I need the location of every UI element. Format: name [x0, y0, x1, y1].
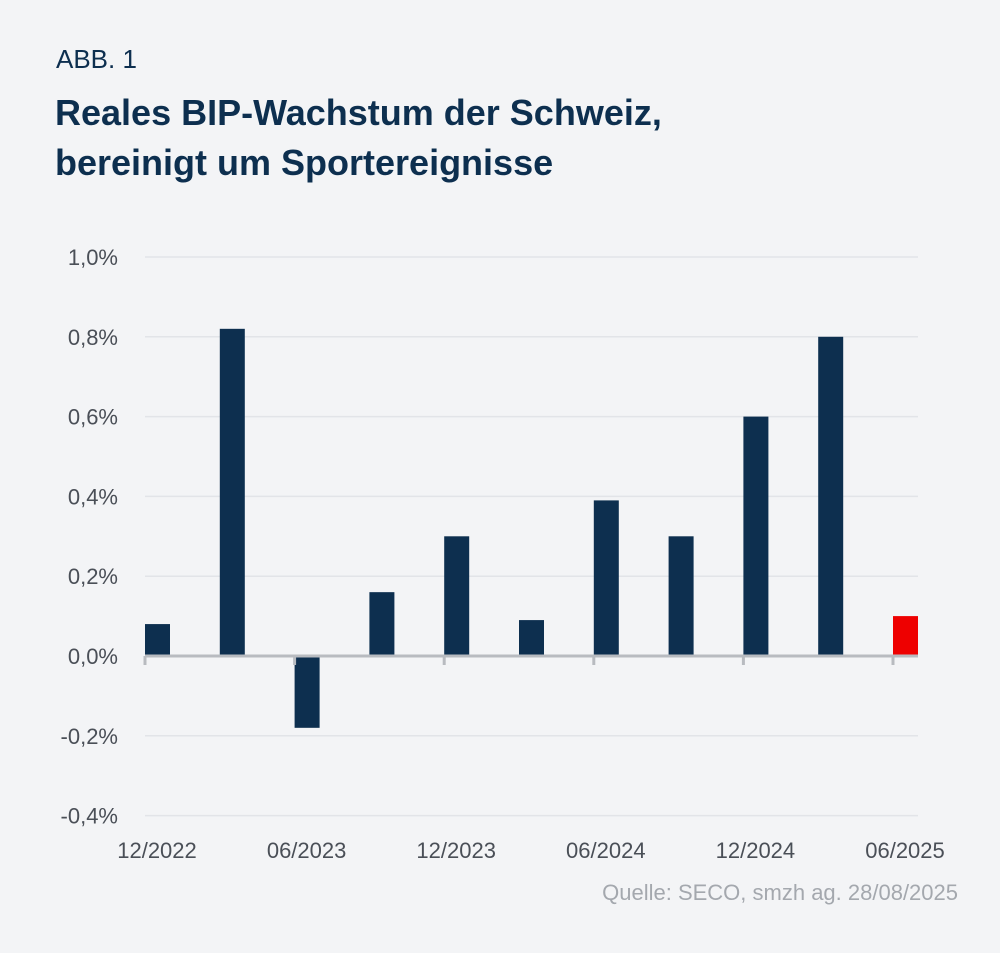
x-tick-label: 06/2023	[267, 838, 347, 863]
bar-09/2023	[369, 592, 395, 656]
bar-09/2024	[668, 536, 694, 656]
bar-12/2022	[145, 624, 170, 656]
y-tick-label: -0,2%	[61, 724, 118, 749]
y-tick-label: -0,4%	[61, 804, 118, 829]
bar-06/2024	[593, 500, 619, 656]
y-tick-label: 1,0%	[68, 245, 118, 270]
bar-03/2025	[818, 336, 844, 656]
bar-12/2024	[743, 416, 769, 656]
title-line-1: Reales BIP-Wachstum der Schweiz,	[55, 92, 662, 133]
bar-06/2025	[893, 616, 918, 656]
chart-title: Reales BIP-Wachstum der Schweiz, bereini…	[55, 88, 955, 188]
y-tick-label: 0,0%	[68, 644, 118, 669]
source-note: Quelle: SECO, smzh ag. 28/08/2025	[602, 880, 958, 905]
bar-06/2023	[294, 656, 320, 728]
figure-label: ABB. 1	[56, 44, 137, 74]
x-tick-label: 12/2022	[117, 838, 197, 863]
x-tick-label: 12/2023	[416, 838, 496, 863]
bar-12/2023	[444, 536, 470, 656]
y-tick-label: 0,2%	[68, 564, 118, 589]
bar-03/2023	[219, 328, 245, 656]
bar-03/2024	[519, 620, 544, 656]
x-tick-label: 12/2024	[716, 838, 796, 863]
title-line-2: bereinigt um Sportereignisse	[55, 142, 554, 183]
x-tick-label: 06/2024	[566, 838, 646, 863]
x-tick-label: 06/2025	[865, 838, 945, 863]
y-tick-label: 0,8%	[68, 325, 118, 350]
y-tick-label: 0,4%	[68, 484, 118, 509]
y-tick-label: 0,6%	[68, 405, 118, 430]
